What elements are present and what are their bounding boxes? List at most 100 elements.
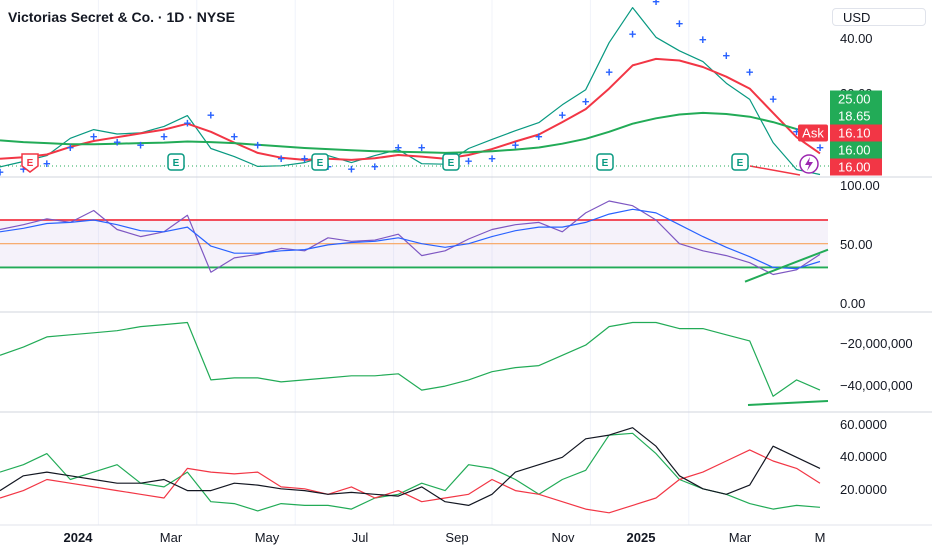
x-tick-label: Mar <box>729 530 752 545</box>
sar-marker: + <box>746 64 754 79</box>
price-tag-box <box>830 124 882 142</box>
price-series-line <box>0 111 821 154</box>
obv-trendline <box>747 400 829 406</box>
price-tag-box <box>830 141 882 159</box>
y-axis: 40.0020.00100.0050.000.00−20,000,000−40,… <box>840 31 913 497</box>
x-tick-label: 2025 <box>627 530 656 545</box>
svg-text:E: E <box>737 158 744 169</box>
sar-marker: + <box>793 124 801 139</box>
y-tick-label: 60.0000 <box>840 417 887 432</box>
y-tick-label: 0.00 <box>840 296 865 311</box>
sar-marker: + <box>207 108 215 123</box>
svg-text:E: E <box>27 158 34 169</box>
price-tag-value: 16.00 <box>838 143 871 158</box>
sar-marker: + <box>184 116 192 131</box>
svg-text:E: E <box>173 158 180 169</box>
sar-marker: + <box>605 64 613 79</box>
price-tags: 25.00 18.65 Ask 16.10 16.00 16.00 <box>798 90 882 176</box>
y-tick-label: −20,000,000 <box>840 336 913 351</box>
earnings-marker[interactable]: E <box>21 153 39 173</box>
sar-marker: + <box>816 140 824 155</box>
sar-marker: + <box>699 32 707 47</box>
svg-text:E: E <box>317 158 324 169</box>
dmi-series-line <box>0 432 821 512</box>
svg-text:E: E <box>602 158 609 169</box>
sar-marker: + <box>722 48 730 63</box>
y-tick-label: 40.00 <box>840 31 873 46</box>
ask-label: Ask <box>802 126 824 141</box>
sar-marker: + <box>230 129 238 144</box>
price-tag-value: 25.00 <box>838 92 871 107</box>
price-tag-box <box>830 107 882 125</box>
x-tick-label: Sep <box>445 530 468 545</box>
earnings-marker[interactable]: E <box>442 153 460 171</box>
sar-marker: + <box>43 156 51 171</box>
price-series-line <box>0 6 821 176</box>
rsi-bands <box>0 219 828 269</box>
y-tick-label: 100.00 <box>840 178 880 193</box>
chart-title: Victorias Secret & Co. · 1D · NYSE <box>8 9 235 25</box>
sar-marker: + <box>652 0 660 9</box>
earnings-marker[interactable]: E <box>167 153 185 171</box>
series-lines <box>0 6 830 514</box>
earnings-marker[interactable]: E <box>311 153 329 171</box>
sar-marker: + <box>0 164 4 179</box>
sar-marker: + <box>20 162 28 177</box>
price-tag-value: 18.65 <box>838 109 871 124</box>
price-tag-box <box>830 90 882 108</box>
rsi-series-line <box>0 200 821 276</box>
rsi-trendline <box>744 248 829 283</box>
price-trendline <box>749 165 801 176</box>
sar-marker: + <box>277 151 285 166</box>
sar-marker: + <box>629 27 637 42</box>
earnings-marker[interactable]: E <box>596 153 614 171</box>
sar-marker: + <box>301 151 309 166</box>
x-axis: 2024 Mar May Jul Sep Nov 2025 Mar M <box>64 530 826 545</box>
sar-marker: + <box>418 140 426 155</box>
y-tick-label: −40,000,000 <box>840 378 913 393</box>
earnings-marker[interactable]: E <box>731 153 749 171</box>
sar-marker: + <box>160 129 168 144</box>
sar-marker: + <box>769 91 777 106</box>
sar-marker: + <box>348 162 356 177</box>
x-tick-label: May <box>255 530 280 545</box>
grid-lines <box>97 0 690 525</box>
sar-marker: + <box>512 137 520 152</box>
ask-label-box <box>798 124 828 142</box>
sar-marker: + <box>371 159 379 174</box>
series-markers: ++++++++++++++++++++++++++++++++++++ <box>0 0 824 179</box>
dmi-series-line <box>0 449 821 514</box>
x-tick-label: Nov <box>551 530 575 545</box>
obv-series-line <box>0 321 821 397</box>
sar-marker: + <box>254 137 262 152</box>
sar-marker: + <box>66 140 74 155</box>
panel-dividers <box>0 176 932 526</box>
price-tag-box <box>830 158 882 176</box>
price-series-line <box>0 57 821 161</box>
sar-marker: + <box>582 94 590 109</box>
sar-marker: + <box>137 137 145 152</box>
x-tick-label: Jul <box>352 530 369 545</box>
y-tick-label: 50.00 <box>840 237 873 252</box>
sar-marker: + <box>90 129 98 144</box>
x-tick-label: 2024 <box>64 530 94 545</box>
currency-selector[interactable]: USD <box>832 8 926 26</box>
sar-marker: + <box>394 140 402 155</box>
svg-text:E: E <box>448 158 455 169</box>
sar-marker: + <box>558 108 566 123</box>
y-tick-label: 20.0000 <box>840 482 887 497</box>
x-tick-label: M <box>815 530 826 545</box>
dmi-series-line <box>0 427 821 506</box>
sar-marker: + <box>465 154 473 169</box>
sar-marker: + <box>113 135 121 150</box>
price-tag-value: 16.00 <box>838 160 871 175</box>
lightning-bolt-icon[interactable] <box>799 154 819 174</box>
sar-marker: + <box>488 151 496 166</box>
y-tick-label: 40.0000 <box>840 449 887 464</box>
rsi-series-line <box>0 208 821 270</box>
price-tag-value: 16.10 <box>838 126 871 141</box>
sar-marker: + <box>676 16 684 31</box>
sar-marker: + <box>535 129 543 144</box>
